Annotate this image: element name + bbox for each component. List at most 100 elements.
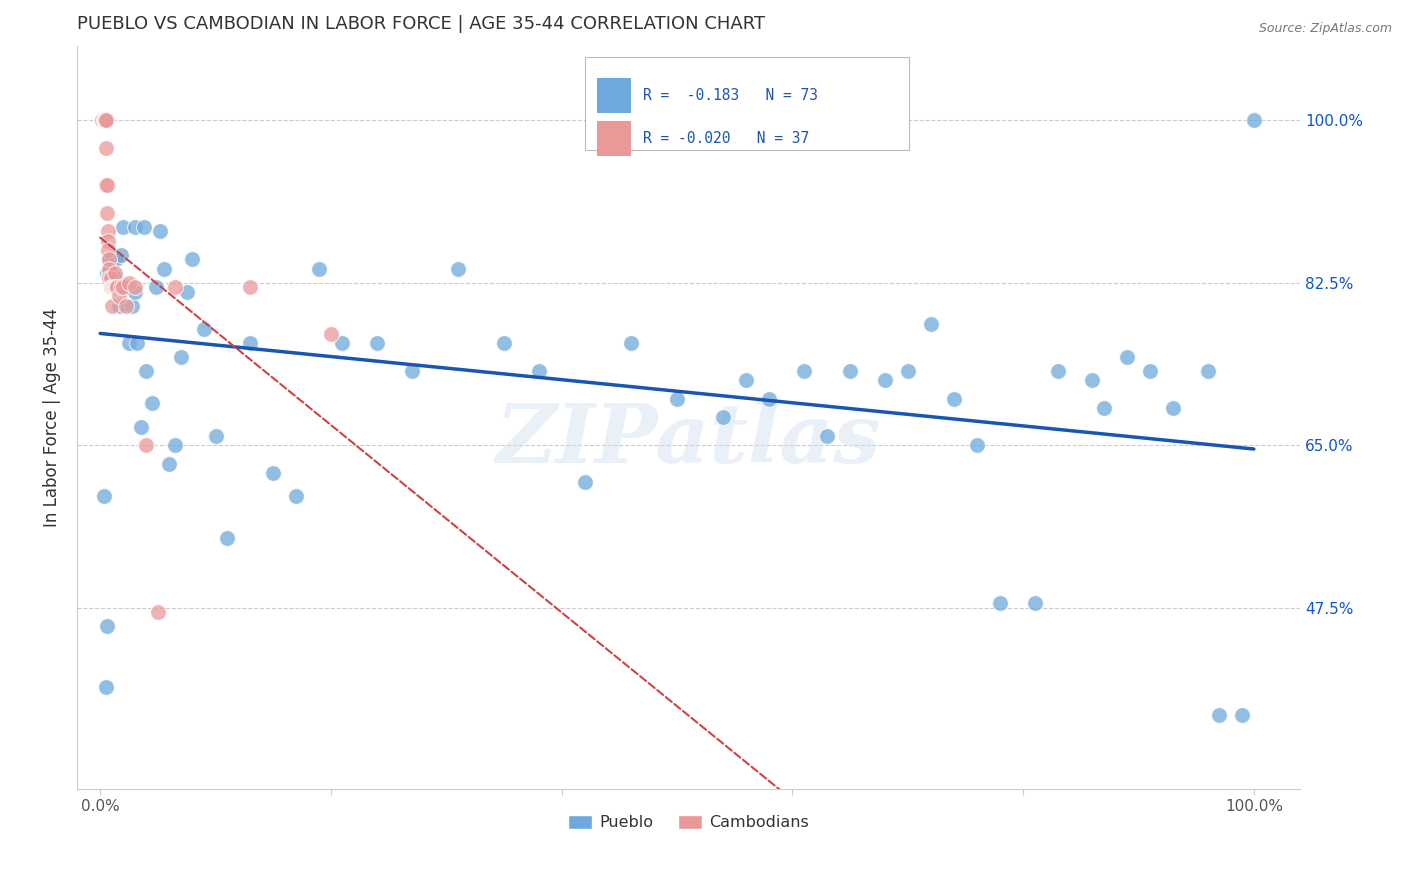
Point <box>107 280 129 294</box>
Point <box>132 219 155 234</box>
Point <box>124 280 146 294</box>
Point <box>942 392 965 406</box>
Point <box>193 322 215 336</box>
Point <box>447 261 470 276</box>
Text: R =  -0.183   N = 73: R = -0.183 N = 73 <box>644 88 818 103</box>
Point <box>135 364 157 378</box>
Point <box>97 234 120 248</box>
Point <box>110 248 132 262</box>
Point <box>114 280 136 294</box>
Point <box>308 261 330 276</box>
Point <box>873 373 896 387</box>
Legend: Pueblo, Cambodians: Pueblo, Cambodians <box>561 808 815 837</box>
Point <box>105 252 128 267</box>
Point <box>98 261 121 276</box>
Point <box>1208 707 1230 722</box>
Point <box>839 364 862 378</box>
Point <box>793 364 815 378</box>
Point <box>96 266 118 280</box>
Point <box>620 335 643 350</box>
Point <box>94 113 117 128</box>
Point <box>204 429 226 443</box>
Point <box>1081 373 1104 387</box>
Point <box>107 280 129 294</box>
Point <box>112 219 135 234</box>
Point <box>492 335 515 350</box>
Point <box>104 271 127 285</box>
Point <box>97 224 120 238</box>
Point <box>145 280 167 294</box>
Text: Source: ZipAtlas.com: Source: ZipAtlas.com <box>1258 22 1392 36</box>
Point <box>666 392 689 406</box>
Point <box>319 326 342 341</box>
Point <box>1092 401 1115 415</box>
Point <box>366 335 388 350</box>
Bar <box>596 120 631 156</box>
Point <box>98 252 121 267</box>
Point <box>100 266 122 280</box>
Point <box>98 271 121 285</box>
Point <box>100 280 122 294</box>
Point <box>94 178 117 192</box>
Point <box>101 280 124 294</box>
Point <box>988 596 1011 610</box>
Point <box>711 410 734 425</box>
Point <box>1197 364 1219 378</box>
Point <box>135 438 157 452</box>
Point <box>104 266 127 280</box>
Point <box>97 243 120 257</box>
Point <box>121 299 143 313</box>
Text: ZIPatlas: ZIPatlas <box>496 400 882 480</box>
Point <box>1232 707 1254 722</box>
Point <box>93 113 115 128</box>
Point <box>165 280 187 294</box>
Point <box>181 252 204 267</box>
Point <box>920 318 942 332</box>
Point <box>176 285 198 299</box>
Point <box>112 280 135 294</box>
Point <box>100 299 122 313</box>
Point <box>94 113 117 128</box>
Point <box>100 271 122 285</box>
FancyBboxPatch shape <box>585 57 908 150</box>
Point <box>125 335 148 350</box>
Point <box>94 680 117 694</box>
Point <box>1024 596 1046 610</box>
Point <box>114 299 136 313</box>
Point <box>146 606 169 620</box>
Point <box>735 373 758 387</box>
Point <box>124 285 146 299</box>
Point <box>401 364 423 378</box>
Point <box>285 489 308 503</box>
Point <box>94 141 117 155</box>
Point <box>149 224 172 238</box>
Point <box>91 113 114 128</box>
Point <box>758 392 780 406</box>
Text: PUEBLO VS CAMBODIAN IN LABOR FORCE | AGE 35-44 CORRELATION CHART: PUEBLO VS CAMBODIAN IN LABOR FORCE | AGE… <box>77 15 765 33</box>
Point <box>1243 113 1265 128</box>
Point <box>239 335 262 350</box>
Point <box>93 489 115 503</box>
Point <box>527 364 550 378</box>
Bar <box>596 78 631 113</box>
Point <box>141 396 163 410</box>
Point <box>94 113 117 128</box>
Point <box>93 113 115 128</box>
Point <box>966 438 988 452</box>
Point <box>98 252 121 267</box>
Point <box>332 335 354 350</box>
Point <box>1161 401 1184 415</box>
Point <box>101 271 124 285</box>
Point <box>105 280 128 294</box>
Point <box>239 280 262 294</box>
Point <box>100 271 122 285</box>
Point <box>815 429 838 443</box>
Point <box>118 276 141 290</box>
Text: R = -0.020   N = 37: R = -0.020 N = 37 <box>644 131 810 146</box>
Point <box>157 457 180 471</box>
Point <box>118 335 141 350</box>
Point <box>104 280 127 294</box>
Point <box>1046 364 1069 378</box>
Point <box>96 619 118 633</box>
Point <box>100 280 122 294</box>
